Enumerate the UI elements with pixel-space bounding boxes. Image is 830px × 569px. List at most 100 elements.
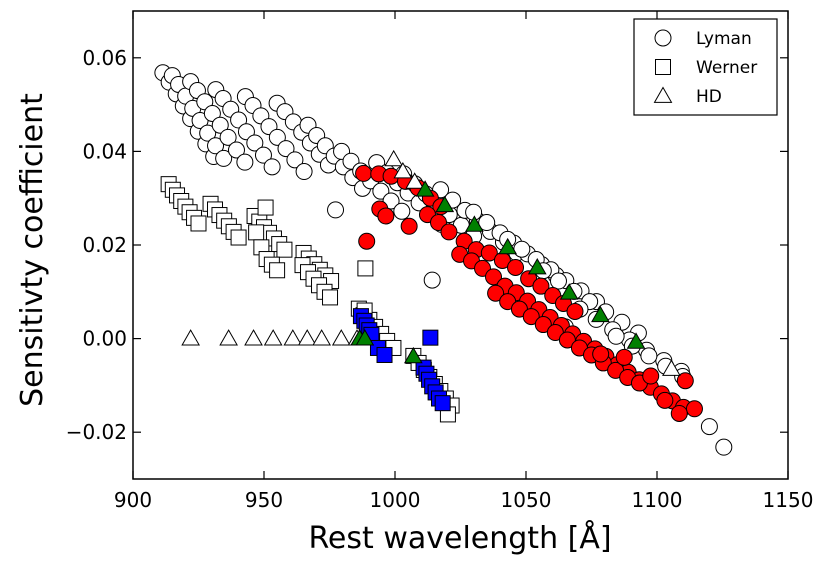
- circle-point: [423, 271, 441, 289]
- circle-point: [513, 240, 531, 258]
- series-5: [350, 180, 646, 364]
- x-tick-label: 900: [114, 488, 152, 512]
- square-point: [422, 329, 439, 346]
- circle-point: [566, 302, 584, 320]
- square-point: [434, 395, 451, 412]
- legend-label: Lyman: [696, 29, 752, 49]
- triangle-point: [527, 257, 547, 275]
- circle-point: [522, 308, 540, 326]
- circle-point: [295, 163, 313, 181]
- triangle-point: [415, 180, 435, 197]
- circle-point: [393, 202, 411, 220]
- legend-square-marker: [655, 59, 671, 75]
- circle-point: [254, 146, 272, 164]
- square-point: [376, 346, 393, 363]
- circle-point: [219, 128, 237, 146]
- square-point: [357, 260, 374, 277]
- circle-point: [236, 153, 254, 171]
- circle-point: [640, 347, 658, 365]
- circle-point: [615, 348, 633, 366]
- circle-point: [592, 345, 610, 363]
- square-point: [257, 199, 274, 216]
- circle-point: [440, 223, 458, 241]
- triangle-point: [405, 172, 425, 189]
- triangle-point: [498, 237, 518, 255]
- circle-point: [355, 164, 373, 182]
- triangle-point: [403, 346, 423, 364]
- circle-point: [230, 111, 248, 129]
- circle-point: [685, 400, 703, 418]
- legend: Lyman Werner HD: [633, 18, 778, 116]
- x-tick-label: 1150: [763, 488, 814, 512]
- circle-point: [480, 244, 498, 262]
- circle-point: [549, 272, 567, 290]
- circle-point: [487, 284, 505, 302]
- legend-label: HD: [696, 87, 722, 107]
- circle-point: [277, 140, 295, 158]
- data-points: [154, 64, 733, 456]
- triangle-point: [263, 329, 283, 346]
- triangle-point: [312, 329, 332, 346]
- x-tick-label: 1000: [370, 488, 421, 512]
- square-point: [276, 241, 293, 258]
- y-tick-label: 0.02: [82, 233, 127, 257]
- y-tick-label: 0.04: [82, 139, 127, 163]
- y-tick-label: −0.02: [66, 420, 127, 444]
- circle-point: [478, 214, 496, 232]
- circle-point: [211, 116, 229, 134]
- circle-point: [372, 182, 390, 200]
- circle-point: [227, 141, 245, 159]
- triangle-point: [626, 332, 646, 349]
- legend-label: Werner: [696, 58, 757, 78]
- x-tick-label: 950: [245, 488, 283, 512]
- triangle-point: [219, 329, 238, 346]
- square-point: [269, 262, 286, 279]
- square-point: [322, 289, 339, 306]
- y-tick-label: 0.00: [82, 327, 127, 351]
- triangle-point: [393, 162, 413, 179]
- triangle-point: [435, 195, 455, 213]
- circle-point: [377, 207, 395, 225]
- legend-triangle-marker: [653, 86, 673, 103]
- triangle-point: [465, 215, 484, 232]
- triangle-point: [283, 329, 303, 346]
- triangle-point: [591, 305, 610, 323]
- square-point: [230, 229, 247, 246]
- triangle-point: [181, 329, 201, 346]
- circle-point: [246, 134, 264, 152]
- y-tick-label: 0.06: [82, 46, 127, 70]
- circle-point: [263, 158, 281, 176]
- circle-point: [670, 404, 688, 422]
- circle-point: [358, 232, 376, 250]
- circle-point: [534, 316, 552, 334]
- series-0: [154, 64, 733, 456]
- circle-point: [532, 277, 550, 295]
- triangle-point: [662, 359, 681, 376]
- circle-point: [558, 331, 576, 349]
- triangle-point: [331, 329, 351, 346]
- circle-point: [207, 137, 225, 155]
- x-axis-label: Rest wavelength [Å]: [308, 520, 611, 556]
- circle-point: [199, 124, 217, 142]
- series-1: [355, 164, 703, 422]
- circle-point: [286, 151, 304, 169]
- circle-point: [327, 201, 345, 219]
- circle-point: [642, 367, 660, 385]
- ticks: 900 950 1000 1050 1100 1150 −0.02 0.00 0.02 0.04 0…: [66, 11, 814, 512]
- circle-point: [676, 372, 694, 390]
- circle-point: [520, 270, 538, 288]
- circle-point: [656, 391, 674, 409]
- x-tick-label: 1050: [501, 488, 552, 512]
- circle-point: [715, 438, 733, 456]
- circle-point: [268, 128, 286, 146]
- circle-point: [203, 104, 221, 122]
- circle-point: [546, 324, 564, 342]
- square-point: [248, 224, 265, 241]
- square-point: [190, 215, 207, 232]
- circle-point: [607, 327, 625, 345]
- triangle-point: [559, 283, 579, 300]
- triangle-point: [244, 329, 263, 346]
- x-tick-label: 1100: [632, 488, 683, 512]
- circle-point: [400, 217, 418, 235]
